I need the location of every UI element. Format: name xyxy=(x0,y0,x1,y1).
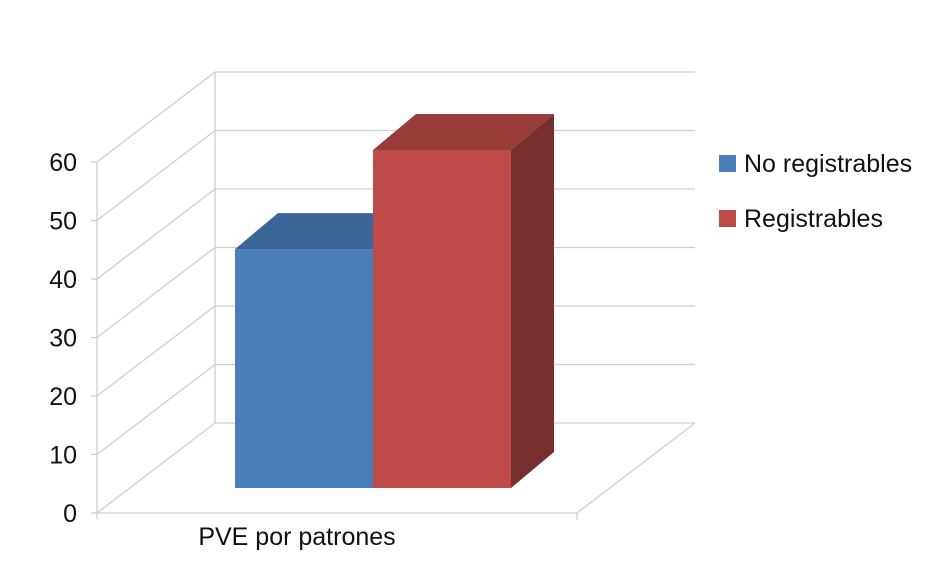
y-tick-label: 30 xyxy=(49,325,77,353)
x-axis-categories: PVE por patrones xyxy=(198,523,395,551)
y-tick-label: 10 xyxy=(49,442,77,470)
bar-registrables xyxy=(373,114,554,488)
legend-swatch xyxy=(719,155,736,172)
legend-label: Registrables xyxy=(744,205,883,233)
y-tick-label: 20 xyxy=(49,383,77,411)
bar-front-face xyxy=(373,150,511,488)
bars xyxy=(235,114,554,488)
y-tick-label: 50 xyxy=(49,208,77,236)
bar-front-face xyxy=(235,249,373,488)
bar-top-face xyxy=(373,114,554,150)
legend-swatch xyxy=(719,210,736,227)
bar-side-face xyxy=(511,114,554,488)
legend-item: No registrables xyxy=(719,150,912,178)
legend-item: Registrables xyxy=(719,205,883,233)
y-axis-ticks: 0 10 20 30 40 50 60 xyxy=(49,149,97,528)
y-tick-label: 0 xyxy=(63,500,77,528)
y-tick-label: 40 xyxy=(49,266,77,294)
axes xyxy=(96,72,696,520)
legend: No registrables Registrables xyxy=(719,150,912,233)
legend-label: No registrables xyxy=(744,150,912,178)
y-tick-label: 60 xyxy=(49,149,77,177)
bar-top-face xyxy=(235,213,416,250)
category-label: PVE por patrones xyxy=(198,523,395,551)
